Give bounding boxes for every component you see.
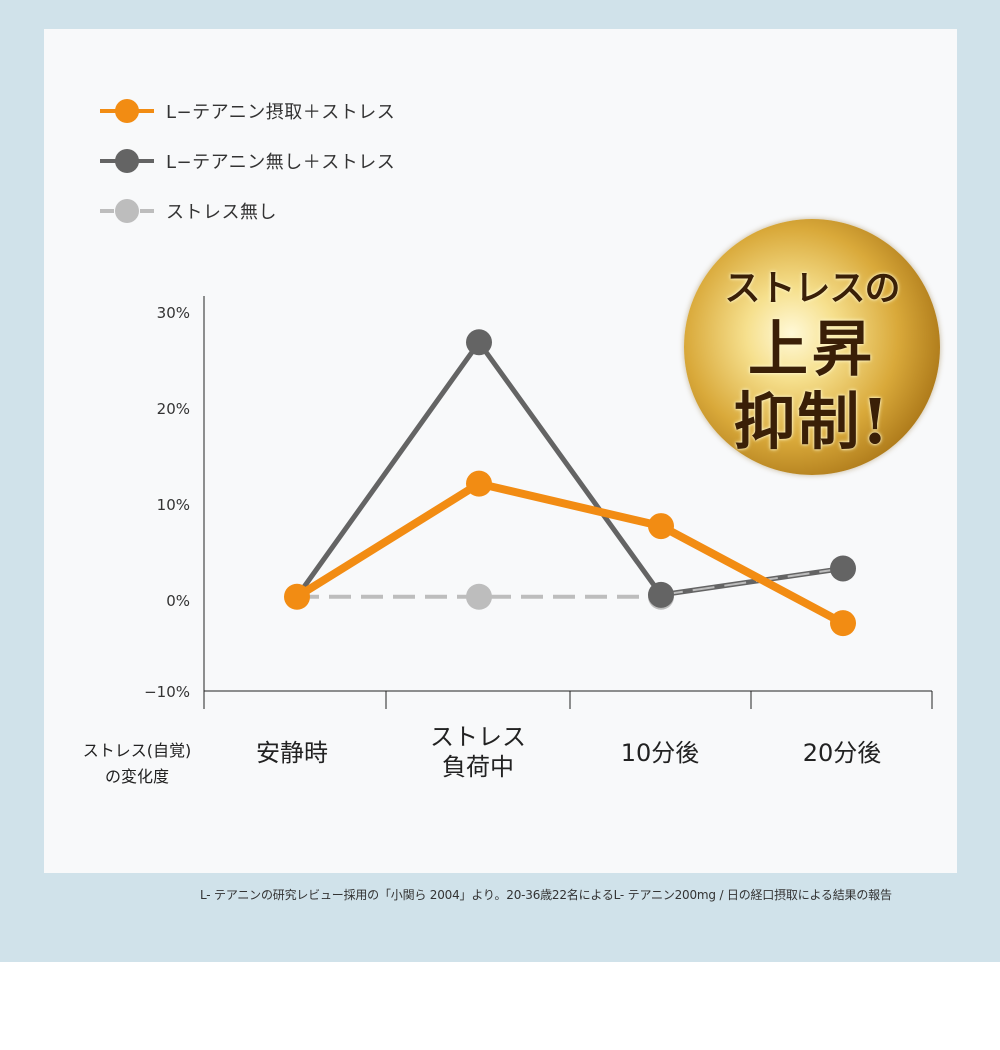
x-category-label: 10分後 bbox=[620, 739, 700, 767]
badge-text-line2: 上昇 bbox=[748, 315, 876, 385]
data-point-theanine bbox=[466, 470, 492, 497]
legend-swatch-light bbox=[100, 199, 154, 223]
gold-badge: ストレスの 上昇 抑制! bbox=[684, 219, 940, 475]
y-tick-label: −10% bbox=[144, 683, 190, 701]
y-tick-label: 0% bbox=[166, 592, 190, 610]
data-point-theanine bbox=[284, 583, 310, 610]
data-point-no-theanine bbox=[466, 329, 492, 356]
footnote: L- テアニンの研究レビュー採用の「小関ら 2004」より。20-36歳22名に… bbox=[200, 888, 892, 902]
badge-text-line3: 抑制! bbox=[733, 385, 891, 458]
legend-swatch-orange bbox=[100, 99, 154, 123]
legend-item-no-stress: ストレス無し bbox=[100, 196, 277, 226]
chart-axes bbox=[203, 296, 933, 709]
x-category-label: ストレス 負荷中 bbox=[430, 723, 526, 781]
y-tick-label: 30% bbox=[156, 304, 190, 322]
x-category-label: 20分後 bbox=[802, 739, 882, 767]
legend-item-no-theanine-stress: L−テアニン無し＋ストレス bbox=[100, 146, 395, 176]
y-axis-label: ストレス(自覚) の変化度 bbox=[82, 741, 192, 786]
y-tick-label: 10% bbox=[156, 496, 190, 514]
data-point-no-stress bbox=[466, 583, 492, 610]
series-line-theanine bbox=[294, 479, 845, 627]
legend-swatch-gray bbox=[100, 149, 154, 173]
legend-item-theanine-stress: L−テアニン摂取＋ストレス bbox=[100, 96, 395, 126]
y-tick-label: 20% bbox=[156, 400, 190, 418]
data-point-theanine bbox=[648, 513, 674, 540]
chart-series bbox=[284, 329, 856, 637]
data-point-theanine bbox=[830, 610, 856, 637]
legend-label: L−テアニン摂取＋ストレス bbox=[166, 102, 396, 123]
x-category-label: 安静時 bbox=[256, 739, 328, 767]
data-point-no-theanine bbox=[648, 581, 674, 608]
data-point-no-theanine bbox=[830, 555, 856, 582]
legend-label: L−テアニン無し＋ストレス bbox=[166, 152, 396, 173]
series-line-no-theanine bbox=[294, 339, 844, 599]
badge-text-line1: ストレスの bbox=[724, 267, 900, 309]
legend-label: ストレス無し bbox=[166, 202, 277, 223]
